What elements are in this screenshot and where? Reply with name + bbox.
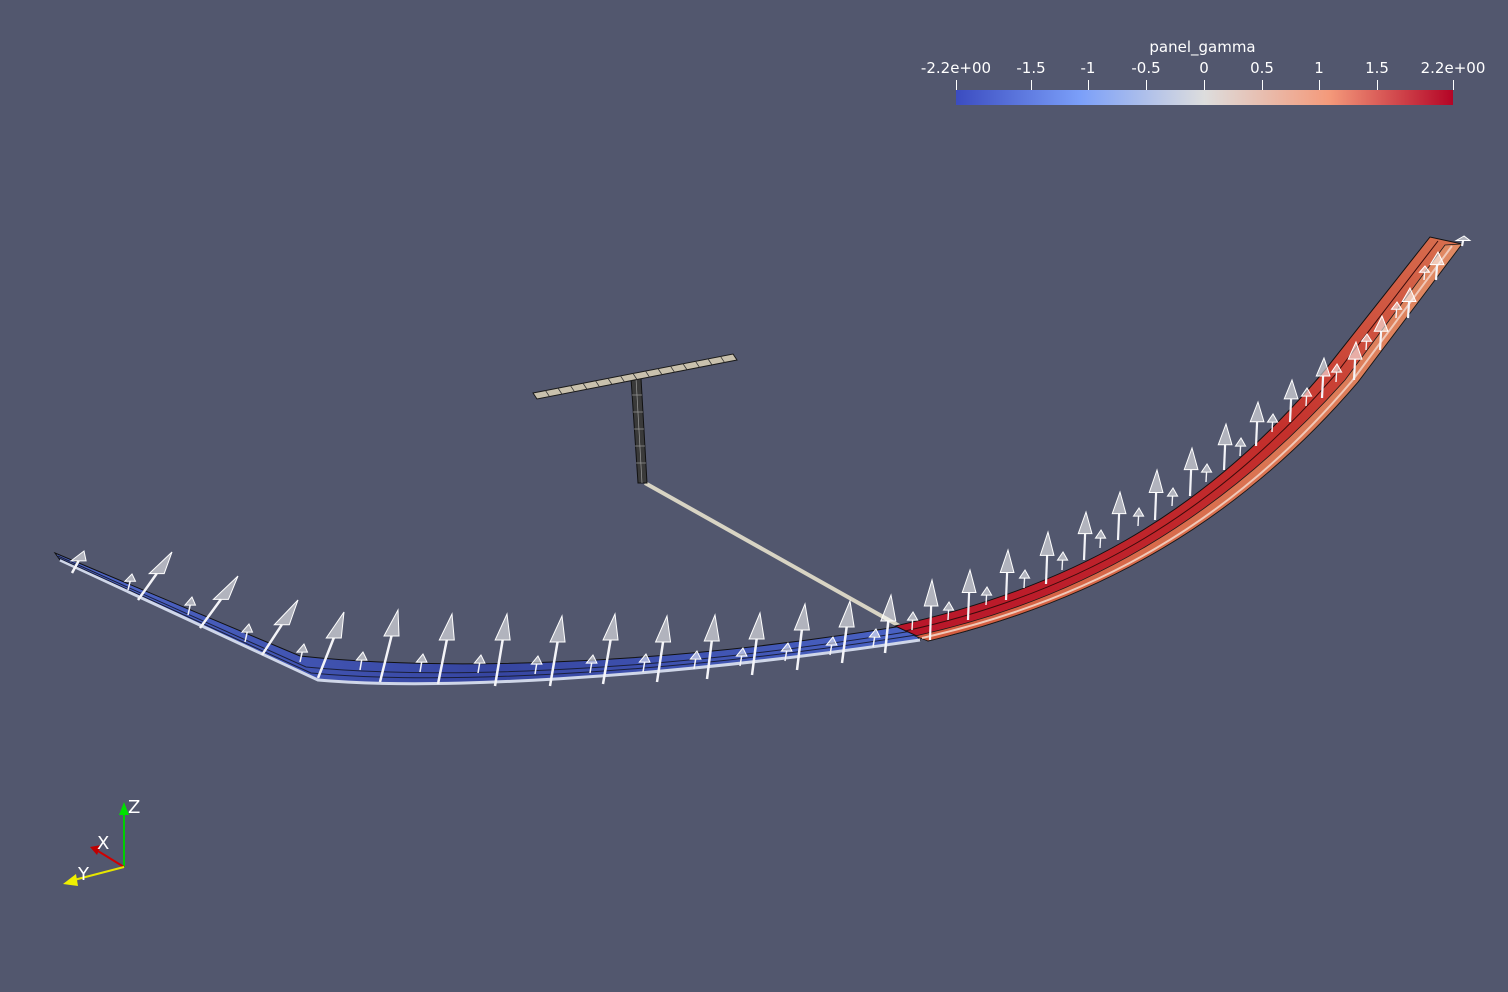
- force-arrow: [493, 612, 511, 687]
- force-arrow: [638, 653, 651, 673]
- force-arrow: [136, 551, 173, 601]
- force-arrow: [999, 548, 1015, 601]
- force-arrow: [1200, 463, 1213, 483]
- legend-tick-label: 0: [1199, 59, 1209, 77]
- x-axis-label: X: [97, 833, 110, 854]
- orientation-axes: [63, 802, 129, 886]
- legend-tick-label: 2.2e+00: [1420, 59, 1486, 77]
- force-arrow: [1283, 378, 1299, 423]
- z-axis-arrow-icon: [119, 802, 129, 815]
- legend-tick-mark: [1031, 80, 1032, 90]
- force-arrow: [260, 599, 299, 656]
- force-arrow: [1330, 363, 1343, 383]
- force-arrow: [183, 596, 197, 616]
- force-arrow: [793, 602, 810, 671]
- force-arrow: [1347, 340, 1363, 381]
- force-arrow: [1217, 422, 1233, 471]
- force-arrow: [1111, 490, 1127, 541]
- force-arrow: [378, 608, 400, 683]
- force-arrow: [240, 623, 254, 643]
- force-arrow: [1454, 235, 1472, 247]
- force-arrow: [1077, 510, 1093, 561]
- force-arrow: [1249, 400, 1265, 447]
- force-arrow: [198, 575, 239, 629]
- left-wing: [53, 551, 921, 686]
- y-axis-label: Y: [78, 864, 89, 885]
- vertical-tail: [630, 377, 648, 484]
- force-arrow: [838, 599, 855, 664]
- force-arrow: [868, 628, 881, 648]
- right-wing: [893, 236, 1463, 642]
- y-axis-arrow-icon: [63, 874, 78, 886]
- force-arrow: [748, 611, 765, 676]
- force-arrow: [436, 612, 455, 685]
- force-arrow: [1266, 413, 1279, 433]
- force-arrow: [1300, 387, 1313, 407]
- legend-tick-label: -2.2e+00: [920, 59, 992, 77]
- legend-tick-label: 0.5: [1250, 59, 1274, 77]
- legend-tick-mark: [1377, 80, 1378, 90]
- legend-tick-mark: [1453, 80, 1454, 90]
- force-arrow: [1018, 569, 1031, 589]
- force-arrow: [415, 653, 428, 673]
- force-arrow: [906, 611, 919, 631]
- z-axis-label: Z: [128, 797, 141, 818]
- color-legend[interactable]: panel_gamma -2.2e+00 -1.5 -1 -0.5 0 0.5 1 1.5 2.…: [900, 36, 1500, 116]
- force-arrow: [585, 654, 598, 674]
- tail-boom: [644, 481, 904, 630]
- force-arrow: [1315, 356, 1331, 399]
- legend-tick-mark: [1146, 80, 1147, 90]
- force-arrow: [1166, 487, 1179, 507]
- force-arrow: [1148, 468, 1164, 521]
- force-arrow: [923, 578, 939, 641]
- legend-tick-mark: [956, 80, 957, 90]
- force-arrow: [473, 654, 486, 674]
- colorbar: [956, 90, 1453, 105]
- force-arrow: [689, 650, 702, 670]
- force-arrow: [1094, 529, 1107, 549]
- legend-tick-label: -0.5: [1131, 59, 1161, 77]
- force-arrow: [601, 612, 619, 685]
- horizontal-tail: [532, 353, 738, 400]
- force-arrow: [942, 601, 955, 621]
- force-arrow: [1373, 314, 1389, 351]
- x-axis-arrow-icon: [90, 845, 101, 855]
- force-arrow: [1132, 507, 1145, 527]
- force-arrow: [69, 550, 87, 574]
- force-arrow: [654, 614, 672, 683]
- force-arrow: [295, 643, 309, 663]
- legend-title: panel_gamma: [1149, 38, 1256, 56]
- legend-tick-mark: [1319, 80, 1320, 90]
- force-arrow: [123, 573, 137, 591]
- legend-tick-label: -1.5: [1016, 59, 1046, 77]
- force-arrow: [530, 655, 543, 675]
- force-arrow: [1429, 250, 1445, 281]
- force-arrow: [1401, 286, 1417, 319]
- force-arrow: [961, 568, 977, 621]
- force-arrow: [1056, 551, 1069, 571]
- force-arrow: [735, 647, 748, 667]
- force-arrow: [1390, 301, 1403, 319]
- force-arrow: [316, 611, 345, 679]
- force-arrow: [1360, 333, 1373, 351]
- force-arrow: [1418, 265, 1431, 281]
- force-arrow: [780, 642, 793, 662]
- force-arrow: [548, 614, 566, 687]
- force-arrow: [703, 613, 720, 680]
- legend-tick-label: 1: [1314, 59, 1324, 77]
- force-vector-glyphs: [69, 235, 1472, 687]
- force-arrow: [355, 651, 368, 671]
- legend-tick-mark: [1204, 80, 1205, 90]
- legend-tick-mark: [1088, 80, 1089, 90]
- force-arrow: [1234, 437, 1247, 457]
- force-arrow: [1039, 530, 1055, 585]
- legend-tick-mark: [1262, 80, 1263, 90]
- force-arrow: [1183, 446, 1199, 497]
- force-arrow: [880, 593, 897, 654]
- legend-tick-label: 1.5: [1365, 59, 1389, 77]
- force-arrow: [980, 586, 993, 606]
- legend-tick-label: -1: [1080, 59, 1096, 77]
- force-arrow: [825, 636, 838, 656]
